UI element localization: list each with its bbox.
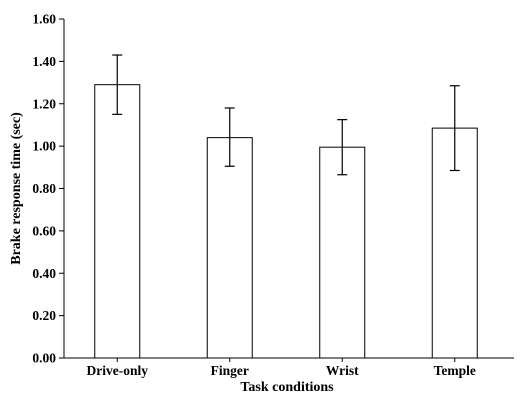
- bar: [319, 146, 366, 359]
- y-tick-label: 0.00: [32, 351, 56, 366]
- y-tick-label: 0.60: [32, 223, 56, 238]
- x-tick-label: Drive-only: [87, 363, 149, 378]
- y-tick-label: 1.20: [32, 96, 56, 111]
- plot-area: [94, 54, 478, 359]
- y-tick-label: 1.00: [32, 139, 56, 154]
- y-tick-label: 1.40: [32, 54, 56, 69]
- y-tick-label: 1.60: [32, 12, 56, 27]
- y-tick-label: 0.40: [32, 266, 56, 281]
- error-bar: [224, 107, 235, 167]
- y-tick-label: 0.80: [32, 181, 56, 196]
- y-axis-ticks: 0.00 0.20 0.40 0.60 0.80 1.00 1.20 1.40 1.60: [32, 12, 64, 366]
- error-bar: [112, 54, 123, 115]
- bar: [206, 137, 253, 359]
- x-tick-label: Finger: [211, 363, 249, 378]
- error-bar: [449, 85, 460, 172]
- x-tick-label: Temple: [434, 363, 476, 378]
- x-axis-title: Task conditions: [240, 380, 334, 395]
- error-bar: [337, 119, 348, 176]
- x-tick-label: Wrist: [326, 363, 359, 378]
- y-tick-label: 0.20: [32, 308, 56, 323]
- bar: [94, 84, 141, 359]
- x-axis-ticks: Drive-only Finger Wrist Temple: [87, 358, 476, 378]
- y-axis-title: Brake response time (sec): [9, 112, 24, 265]
